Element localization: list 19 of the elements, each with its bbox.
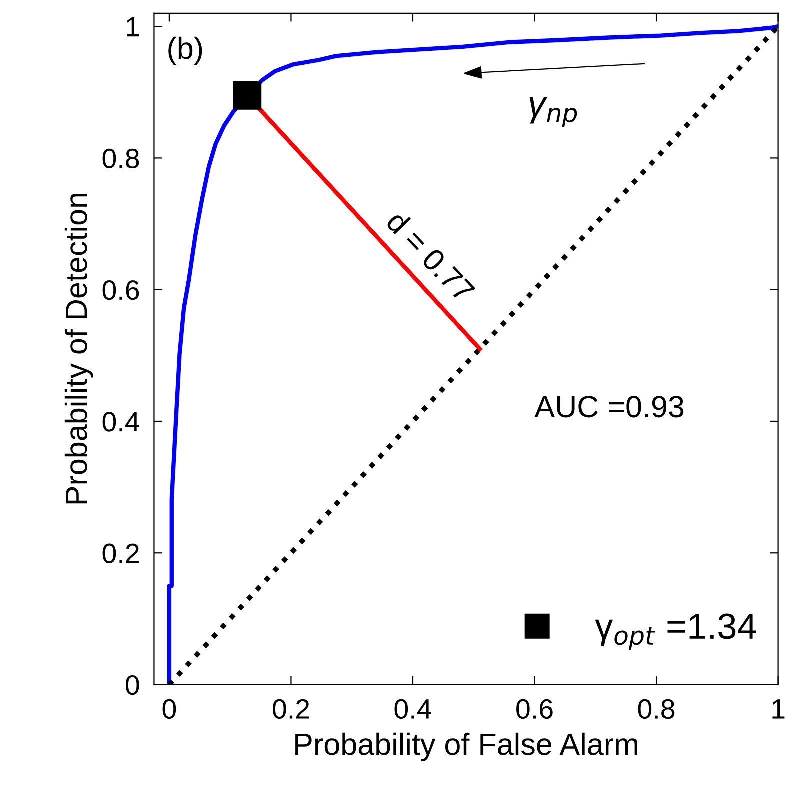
y-tick-label: 0.8 [102, 148, 140, 169]
x-tick-label: 0 [162, 699, 176, 720]
x-tick-label: 1 [772, 700, 785, 719]
y-tick-label: 0.4 [102, 412, 140, 432]
legend-label: γ$_{opt}$ =1.34 [595, 614, 756, 650]
y-tick-label: 1 [127, 18, 139, 37]
annotation: γ$_{np}$ [530, 97, 578, 128]
x-axis-title: Probability of False Alarm [296, 732, 638, 762]
y-tick-label: 0.6 [102, 280, 140, 300]
annotation: (b) [168, 36, 202, 66]
y-axis-title: Probability of Detection [64, 194, 94, 504]
x-tick-label: 0.6 [516, 699, 553, 720]
x-tick-label: 0.4 [394, 699, 432, 720]
x-tick-label: 0.8 [638, 699, 675, 720]
y-tick-label: 0.2 [102, 544, 139, 564]
y-tick-label: 0 [126, 675, 140, 696]
annotation: AUC =0.93 [534, 396, 684, 418]
x-tick-label: 0.2 [273, 699, 310, 720]
annotation: d = 0.77 [385, 209, 476, 304]
